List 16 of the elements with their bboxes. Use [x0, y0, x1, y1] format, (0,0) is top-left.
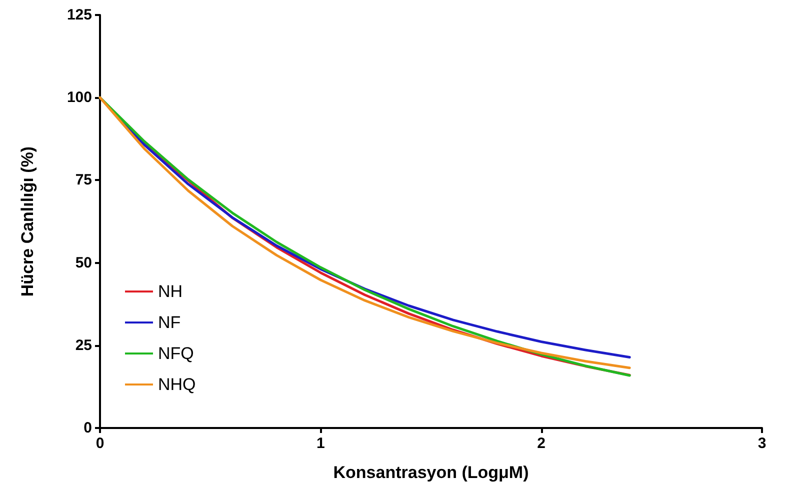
legend-label: NHQ — [158, 375, 196, 394]
y-tick-label: 25 — [75, 336, 92, 354]
y-tick-label: 75 — [75, 172, 92, 189]
legend-label: NFQ — [158, 344, 194, 363]
x-tick-label: 3 — [758, 435, 766, 452]
x-tick-label: 0 — [96, 435, 104, 452]
legend-label: NH — [158, 282, 183, 301]
y-tick-label: 50 — [75, 254, 92, 272]
y-axis-title: Hücre Canlılığı (%) — [18, 146, 37, 297]
y-tick-label: 100 — [66, 89, 92, 106]
legend-label: NF — [158, 313, 181, 332]
y-tick-label: 125 — [66, 6, 92, 24]
x-tick-label: 2 — [537, 435, 546, 452]
x-axis-title: Konsantrasyon (LogμM) — [333, 463, 529, 482]
y-tick-label: 0 — [84, 420, 92, 436]
x-tick-label: 1 — [316, 435, 325, 452]
